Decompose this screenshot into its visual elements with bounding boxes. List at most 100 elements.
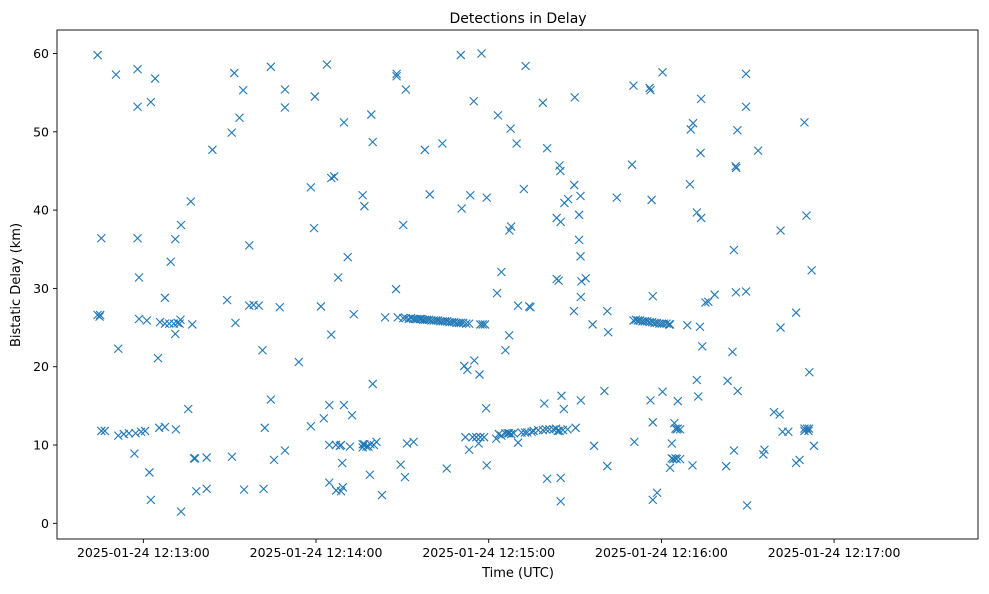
data-point — [280, 103, 290, 112]
data-point — [554, 276, 564, 285]
data-point — [645, 83, 654, 93]
data-point — [280, 446, 290, 455]
data-point — [480, 320, 490, 329]
data-point — [275, 302, 285, 312]
x-tick-label: 2025-01-24 12:15:00 — [422, 545, 555, 560]
data-point — [309, 223, 319, 233]
data-point — [337, 458, 347, 468]
data-point — [506, 222, 516, 231]
y-tick-label: 20 — [33, 359, 49, 374]
data-point — [652, 488, 662, 498]
data-point — [731, 287, 741, 297]
data-point — [501, 345, 510, 355]
data-point — [603, 327, 613, 337]
data-point — [124, 428, 134, 438]
data-point — [409, 437, 418, 447]
data-point — [701, 298, 710, 307]
data-point — [464, 445, 474, 455]
data-point — [710, 290, 720, 300]
data-point — [111, 70, 121, 80]
data-point — [333, 273, 343, 282]
data-point — [802, 424, 812, 433]
data-point — [146, 495, 156, 505]
data-point — [471, 432, 481, 442]
data-point — [760, 445, 769, 455]
data-point — [506, 124, 515, 134]
data-point — [482, 193, 492, 202]
data-point — [347, 410, 357, 420]
data-point — [686, 125, 696, 134]
data-point — [731, 161, 741, 171]
data-point — [365, 470, 375, 480]
data-point — [492, 288, 502, 298]
y-tick-label: 60 — [33, 46, 49, 61]
data-point — [461, 319, 471, 329]
data-point — [741, 69, 751, 79]
data-point — [804, 424, 814, 433]
data-point — [685, 179, 695, 189]
data-point — [559, 404, 569, 414]
data-point — [408, 314, 418, 324]
data-point — [688, 118, 698, 128]
data-point — [504, 331, 514, 340]
data-point — [479, 432, 489, 442]
data-point — [602, 461, 612, 471]
data-point — [688, 461, 697, 470]
data-point — [574, 210, 584, 220]
data-point — [576, 292, 586, 302]
data-point — [646, 85, 655, 95]
data-point — [191, 486, 201, 496]
y-tick-label: 50 — [33, 124, 49, 139]
y-tick-label: 40 — [33, 203, 49, 218]
data-point — [513, 438, 523, 448]
data-point — [155, 317, 165, 327]
data-point — [527, 427, 536, 437]
data-point — [457, 204, 467, 213]
data-point — [600, 386, 609, 396]
data-point — [239, 485, 249, 495]
data-point — [576, 251, 585, 261]
data-point — [170, 329, 180, 339]
data-point — [569, 306, 579, 316]
data-point — [741, 287, 751, 296]
data-point — [576, 191, 585, 201]
data-point — [336, 440, 346, 450]
data-point — [481, 403, 491, 413]
data-point — [96, 426, 106, 436]
data-point — [513, 301, 523, 311]
data-point — [280, 85, 290, 94]
data-point — [648, 495, 658, 505]
data-point — [359, 201, 369, 211]
data-point — [176, 507, 186, 516]
data-point — [506, 429, 516, 439]
data-point — [731, 163, 741, 173]
data-point — [366, 110, 376, 119]
data-point — [627, 160, 637, 170]
data-point — [658, 387, 667, 397]
data-point — [728, 347, 737, 357]
chart-title: Detections in Delay — [449, 11, 586, 27]
x-axis: 2025-01-24 12:13:00 2025-01-24 12:14:00 20… — [77, 539, 901, 560]
data-point — [456, 50, 466, 60]
data-point — [160, 293, 170, 303]
data-point — [775, 410, 785, 419]
data-point — [319, 414, 329, 423]
data-point — [741, 102, 751, 112]
data-point — [795, 455, 804, 465]
data-point — [131, 428, 140, 438]
x-axis-label: Time (UTC) — [481, 566, 554, 581]
data-point — [695, 322, 705, 332]
data-point — [648, 291, 658, 301]
x-tick-label: 2025-01-24 12:17:00 — [768, 545, 901, 560]
data-point — [186, 197, 196, 206]
data-point — [133, 233, 142, 243]
data-point — [372, 437, 381, 447]
data-point — [170, 234, 180, 244]
data-point — [100, 426, 110, 436]
data-point — [401, 85, 411, 94]
data-point — [475, 432, 485, 442]
data-point — [326, 173, 336, 183]
data-point — [306, 183, 316, 192]
data-point — [474, 439, 484, 448]
data-point — [402, 439, 412, 448]
